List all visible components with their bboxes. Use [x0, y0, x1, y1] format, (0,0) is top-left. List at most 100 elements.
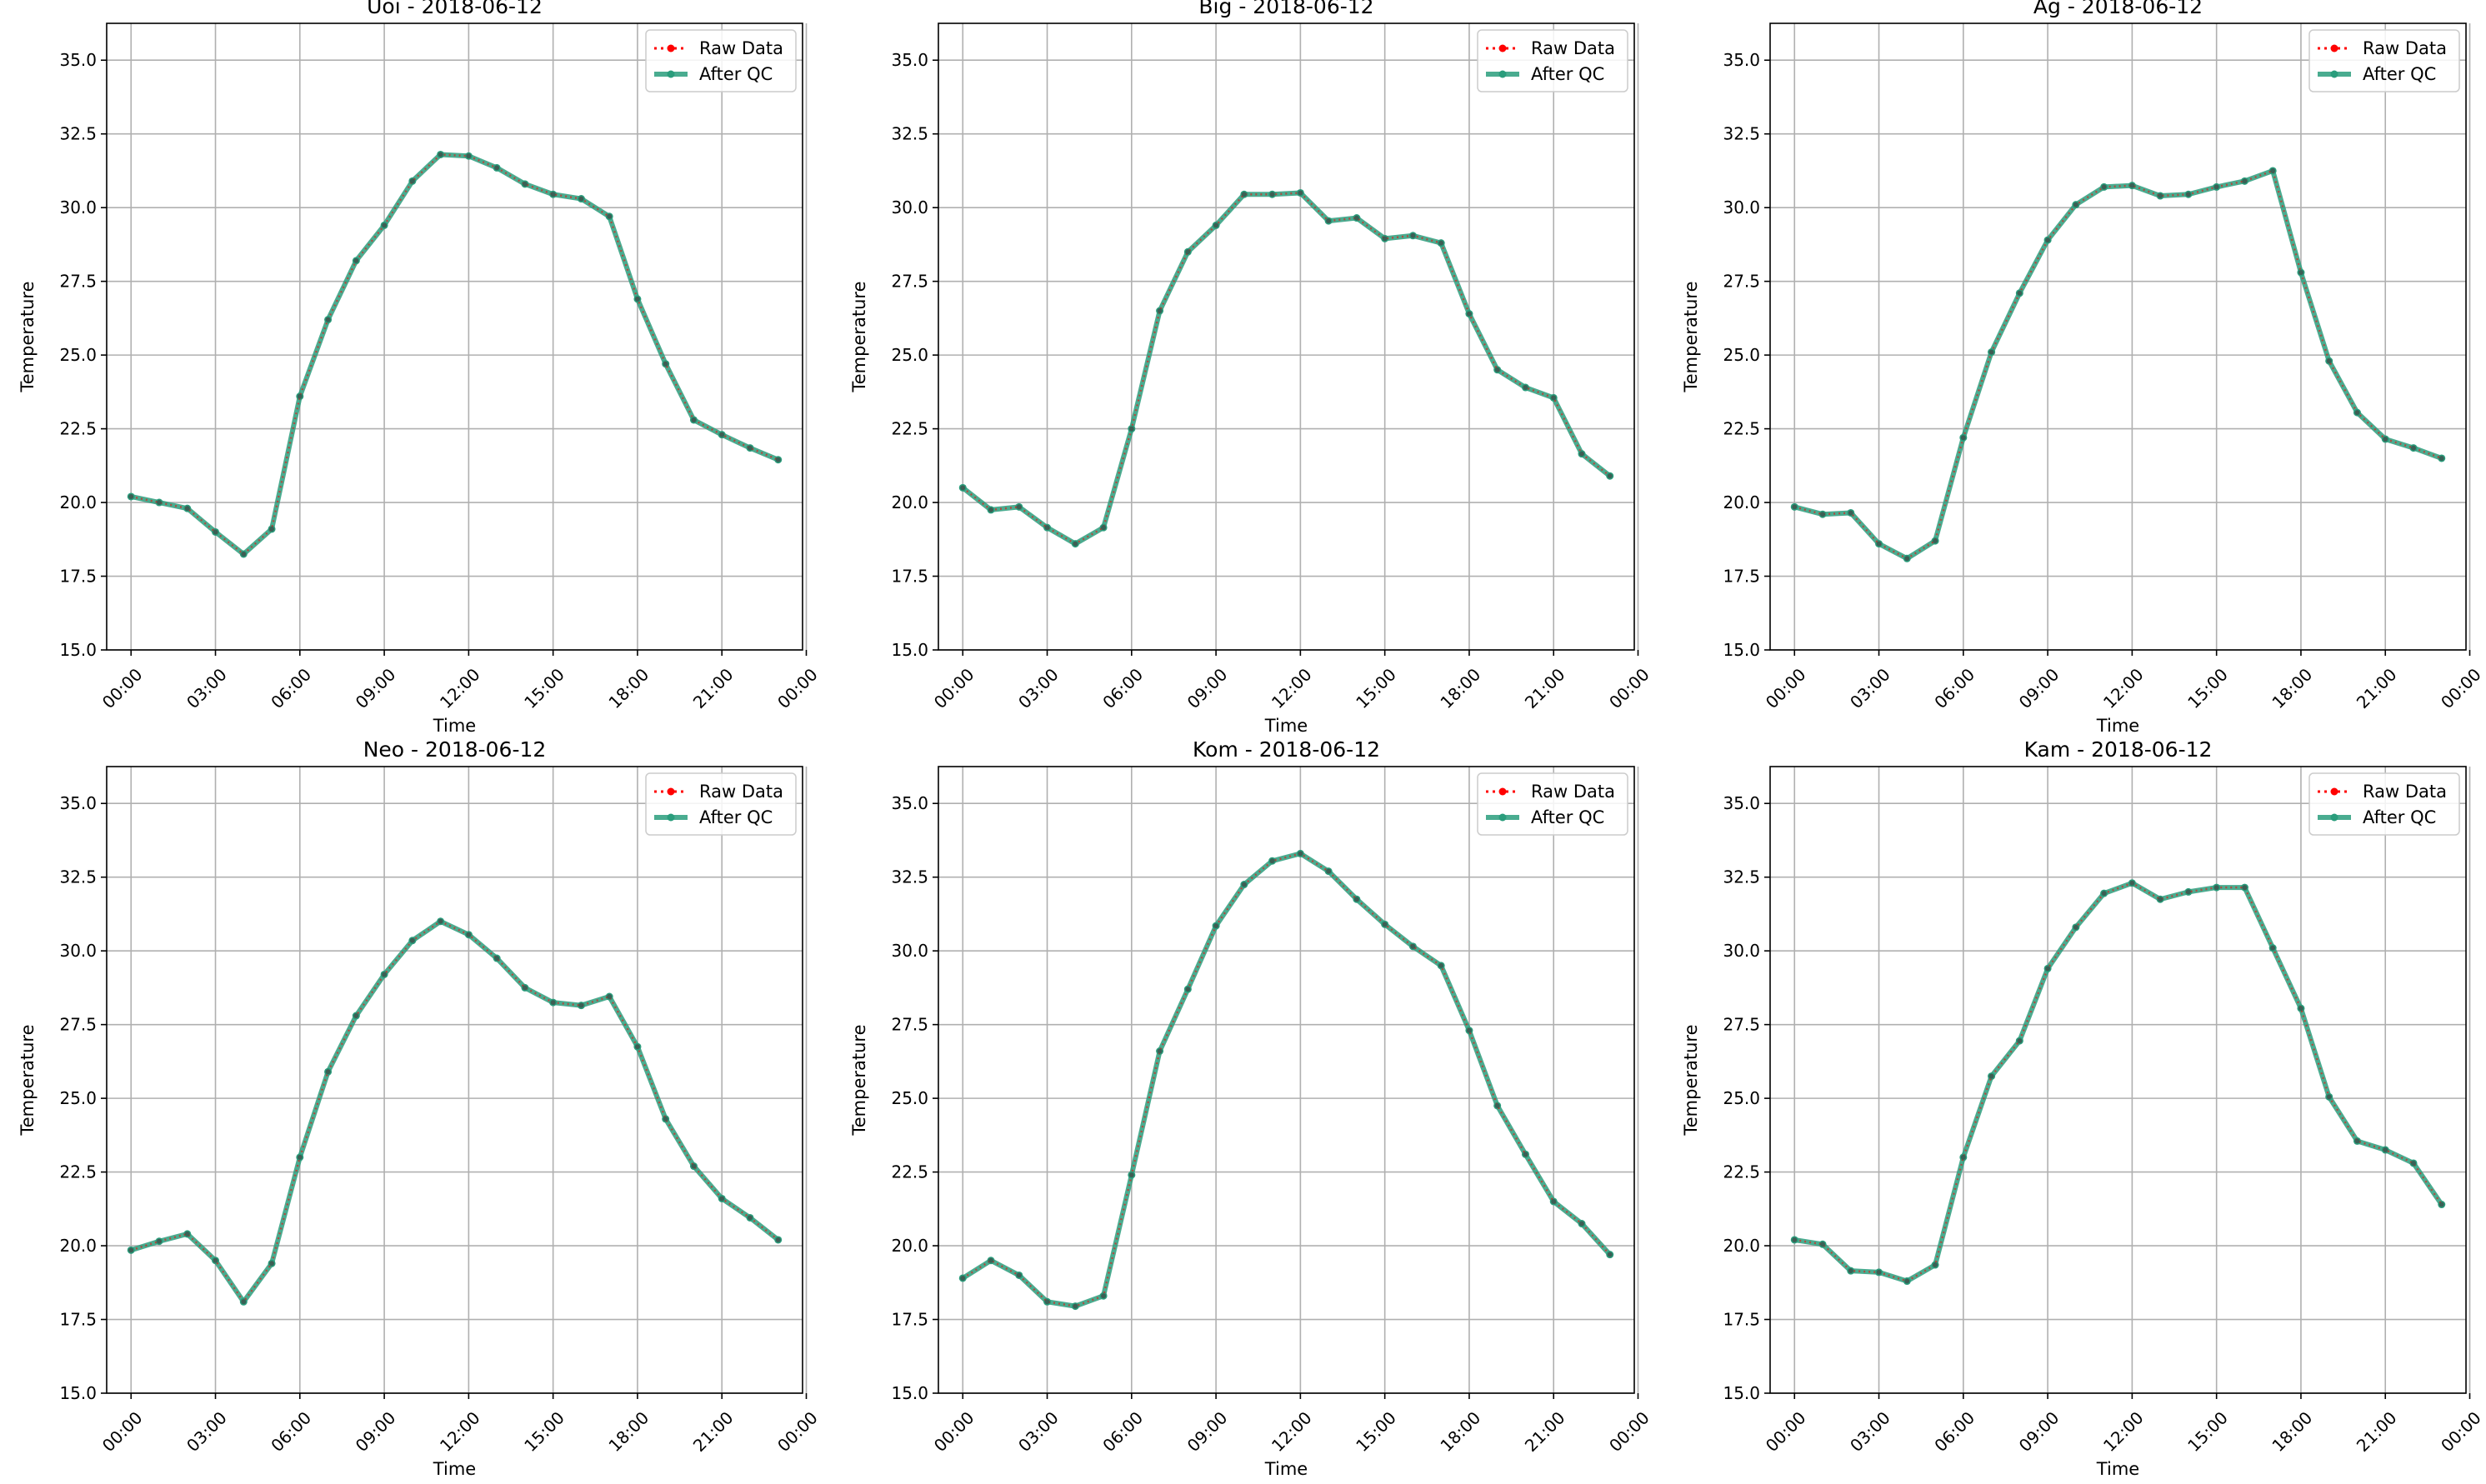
y-tick-label: 20.0	[1723, 492, 1760, 512]
legend-label-raw-data: Raw Data	[2363, 38, 2447, 58]
series-line-raw-data	[1793, 169, 2443, 560]
raw-data-point	[1128, 426, 1134, 432]
raw-data-point	[2298, 270, 2303, 276]
series-line-after-qc	[960, 851, 1613, 1309]
raw-data-point	[2017, 290, 2023, 296]
legend: Raw Data After QC	[2308, 772, 2460, 836]
raw-data-point	[2073, 924, 2078, 930]
y-tick-label: 20.0	[891, 492, 928, 512]
raw-data-point	[353, 1013, 359, 1019]
raw-data-point	[1044, 525, 1050, 531]
y-tick-label: 27.5	[891, 272, 928, 292]
legend-marker-after-qc	[1498, 70, 1507, 78]
raw-data-point	[1353, 897, 1359, 902]
raw-data-point	[2017, 1038, 2023, 1044]
x-axis-label: Time	[433, 716, 476, 736]
raw-data-point	[325, 1069, 331, 1075]
legend: Raw Data After QC	[645, 772, 797, 836]
raw-data-point	[1523, 1152, 1528, 1157]
raw-data-point	[438, 152, 443, 157]
x-axis-label: Time	[2096, 716, 2139, 736]
raw-data-point	[1157, 1048, 1163, 1054]
raw-data-point	[1185, 249, 1191, 255]
raw-data-point	[2383, 436, 2388, 442]
y-tick-label: 22.5	[1723, 1162, 1760, 1182]
raw-data-point	[157, 500, 163, 506]
raw-data-point	[2101, 891, 2107, 897]
raw-data-point	[1494, 1102, 1500, 1108]
y-tick-label: 17.5	[891, 1310, 928, 1330]
raw-data-point	[1016, 1272, 1022, 1278]
raw-data-point	[2129, 182, 2135, 188]
raw-data-point	[2410, 445, 2416, 451]
raw-data-point	[1073, 1303, 1078, 1309]
y-axis-label: Temperature	[849, 1024, 869, 1136]
y-tick-label: 32.5	[59, 867, 97, 887]
raw-data-point	[2438, 455, 2444, 461]
y-tick-label: 17.5	[1723, 1310, 1760, 1330]
raw-data-point	[1353, 215, 1359, 221]
chart-title: Kam - 2018-06-12	[2024, 737, 2213, 762]
y-tick-label: 35.0	[59, 50, 97, 70]
legend-marker-raw-data	[2330, 44, 2338, 52]
chart-title: Kom - 2018-06-12	[1193, 737, 1380, 762]
raw-data-point	[1848, 510, 1853, 516]
raw-data-point	[747, 445, 753, 451]
series-line-raw-data	[130, 920, 779, 1304]
y-tick-label: 30.0	[1723, 941, 1760, 961]
legend-marker-after-qc	[2330, 70, 2338, 78]
raw-data-point	[1073, 541, 1078, 547]
legend-label-raw-data: Raw Data	[699, 38, 783, 58]
y-tick-label: 15.0	[1723, 640, 1760, 660]
legend-marker-after-qc	[667, 70, 675, 78]
raw-data-point	[1523, 385, 1528, 391]
y-tick-label: 30.0	[891, 197, 928, 217]
raw-data-point	[1466, 311, 1472, 317]
raw-data-point	[1269, 192, 1275, 197]
y-axis-label: Temperature	[18, 1024, 38, 1136]
raw-data-point	[522, 985, 528, 991]
y-tick-label: 27.5	[1723, 1015, 1760, 1035]
raw-data-point	[1382, 236, 1388, 242]
raw-data-point	[1933, 538, 1938, 544]
raw-data-point	[1876, 1269, 1882, 1275]
y-tick-label: 30.0	[1723, 197, 1760, 217]
y-tick-label: 17.5	[1723, 567, 1760, 587]
y-tick-label: 25.0	[891, 1088, 928, 1108]
raw-data-point	[1326, 868, 1332, 874]
raw-data-point	[1578, 1221, 1584, 1227]
chart-title: Uoi - 2018-06-12	[367, 0, 543, 18]
legend-label-after-qc: After QC	[2363, 807, 2436, 827]
legend-label-raw-data: Raw Data	[2363, 782, 2447, 802]
y-tick-label: 22.5	[59, 419, 97, 439]
y-tick-label: 27.5	[1723, 272, 1760, 292]
raw-data-point	[1438, 962, 1444, 968]
legend: Raw Data After QC	[1477, 29, 1628, 92]
y-tick-label: 35.0	[59, 793, 97, 813]
raw-data-point	[466, 153, 472, 159]
raw-data-point	[2242, 885, 2248, 891]
y-tick-label: 25.0	[891, 345, 928, 365]
raw-data-point	[2158, 897, 2163, 902]
raw-data-point	[1904, 556, 1910, 562]
y-tick-label: 35.0	[891, 793, 928, 813]
raw-data-point	[1578, 451, 1584, 457]
chart-title: Ag - 2018-06-12	[2033, 0, 2203, 18]
y-tick-label: 30.0	[59, 941, 97, 961]
raw-data-point	[1101, 1293, 1107, 1299]
axes-frame	[1769, 766, 2467, 1394]
raw-data-point	[691, 1163, 697, 1169]
raw-data-point	[2298, 1006, 2303, 1012]
raw-data-point	[1988, 1073, 1994, 1079]
legend: Raw Data After QC	[2308, 29, 2460, 92]
raw-data-point	[1185, 987, 1191, 992]
raw-data-point	[1551, 395, 1557, 401]
y-tick-label: 22.5	[59, 1162, 97, 1182]
raw-data-point	[775, 1237, 781, 1242]
raw-data-point	[157, 1238, 163, 1244]
raw-data-point	[325, 317, 331, 322]
chart-title: Neo - 2018-06-12	[363, 737, 547, 762]
raw-data-point	[1326, 218, 1332, 224]
raw-data-point	[2354, 1138, 2360, 1144]
